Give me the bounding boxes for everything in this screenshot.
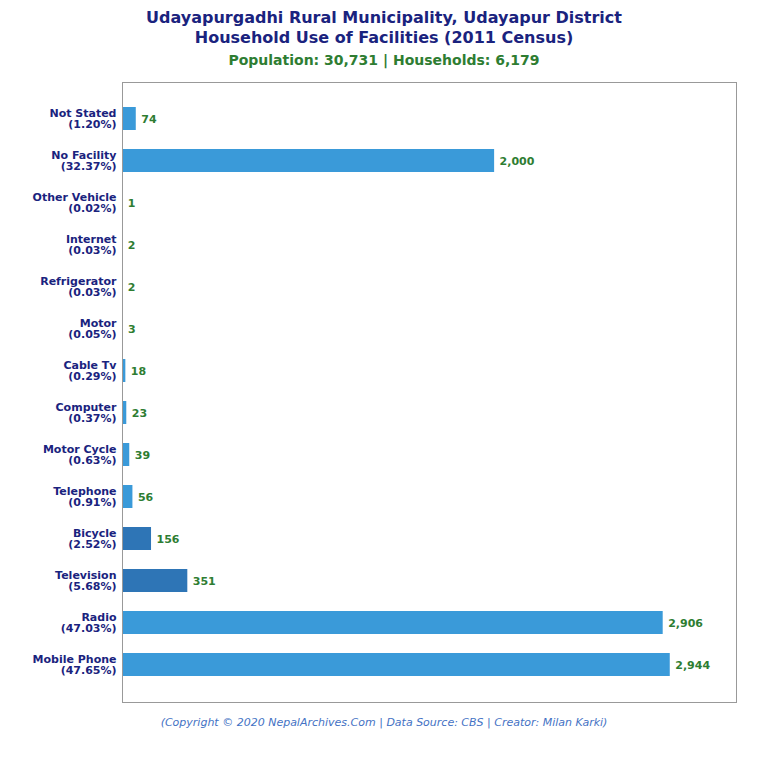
svg-text:56: 56 [138,491,154,504]
svg-text:Bicycle(2.52%): Bicycle(2.52%) [68,527,116,551]
svg-text:1: 1 [128,197,136,210]
svg-text:Radio(47.03%): Radio(47.03%) [61,611,117,635]
svg-text:Computer(0.37%): Computer(0.37%) [56,401,118,425]
svg-text:39: 39 [135,449,150,462]
html-text:(Copyright © 2020 NepalArchive: (Copyright © 2020 NepalArchives.Com | Da… [160,716,608,729]
svg-text:2,944: 2,944 [675,659,710,672]
svg-text:Motor Cycle(0.63%): Motor Cycle(0.63%) [43,443,117,467]
svg-text:Mobile Phone(47.65%): Mobile Phone(47.65%) [33,653,117,677]
svg-text:Telephone(0.91%): Telephone(0.91%) [53,485,116,509]
svg-text:Not Stated(1.20%): Not Stated(1.20%) [49,107,116,131]
svg-text:Other Vehicle(0.02%): Other Vehicle(0.02%) [33,191,117,215]
svg-text:Motor(0.05%): Motor(0.05%) [68,317,117,341]
svg-text:No Facility(32.37%): No Facility(32.37%) [51,149,116,173]
svg-text:74: 74 [141,113,157,126]
svg-text:Cable Tv(0.29%): Cable Tv(0.29%) [63,359,117,383]
svg-text:Television(5.68%): Television(5.68%) [55,569,116,593]
html-text:Population: 30,731 | Household: Population: 30,731 | Households: 6,179 [228,52,540,68]
svg-text:Refrigerator(0.03%): Refrigerator(0.03%) [40,275,117,299]
svg-text:Internet(0.03%): Internet(0.03%) [66,233,117,257]
svg-text:2: 2 [128,281,136,294]
svg-text:3: 3 [128,323,136,336]
svg-text:351: 351 [193,575,216,588]
svg-text:2,000: 2,000 [500,155,535,168]
svg-text:2,906: 2,906 [668,617,703,630]
html-text:Udayapurgadhi Rural Municipali: Udayapurgadhi Rural Municipality, Udayap… [146,8,622,47]
svg-text:18: 18 [131,365,146,378]
svg-text:23: 23 [132,407,147,420]
svg-text:156: 156 [157,533,180,546]
svg-text:2: 2 [128,239,136,252]
